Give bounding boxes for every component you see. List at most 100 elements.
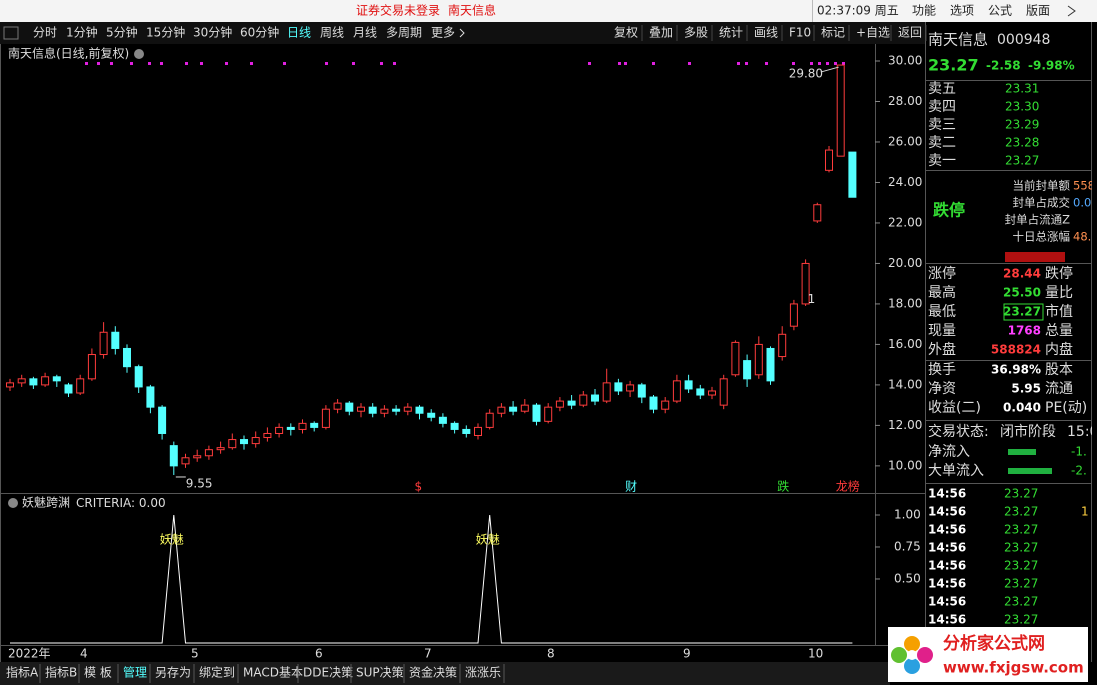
more-arrow (459, 28, 465, 38)
quote-panel: 南天信息 000948 23.27 -2.58 -9.98% 卖五 23.31 卖四 23.30… (928, 31, 1092, 627)
candle-body (825, 149, 833, 171)
candle-body (743, 360, 752, 380)
tool-button[interactable]: 画线 (754, 26, 778, 40)
stat-label: 市值 (1045, 303, 1073, 320)
candle-body (567, 400, 576, 406)
tab[interactable]: 模 板 (84, 666, 112, 680)
y-tick-label: 16.00 (888, 337, 922, 351)
candle-body (626, 384, 635, 392)
candle-body (345, 402, 354, 412)
indicator-title: 妖魅跨渊 (22, 495, 70, 510)
tab[interactable]: 绑定到 (199, 665, 235, 680)
tab-bar (0, 662, 890, 685)
tab[interactable]: 指标B (45, 665, 77, 680)
y-tick-label: 10.00 (888, 458, 922, 472)
candle-body (497, 406, 506, 414)
signal-dot (765, 62, 768, 65)
tool-button[interactable]: 标记 (821, 26, 845, 40)
flow-label: 净流入 (928, 444, 970, 460)
tool-button[interactable]: +自选 (856, 26, 890, 40)
tool-button[interactable]: 统计 (719, 26, 743, 40)
flow-bar (1008, 468, 1052, 474)
last-price: 23.27 (928, 56, 979, 75)
expand-button[interactable] (1005, 252, 1065, 262)
signal-dot (352, 62, 355, 65)
stat-label: 股本 (1045, 362, 1073, 378)
toolbar (0, 22, 925, 44)
signal-dot (160, 62, 163, 65)
logo-url: www.fxjgsw.com (943, 659, 1084, 677)
y-tick-label: 20.00 (888, 256, 922, 270)
period-button[interactable]: 1分钟 (66, 25, 98, 40)
flow-label: 大单流入 (928, 463, 984, 479)
candle-body (754, 343, 763, 376)
signal-dot (737, 62, 740, 65)
limit-state: 跌停 (933, 201, 965, 220)
period-button[interactable]: 60分钟 (240, 25, 279, 40)
period-button[interactable]: 5分钟 (106, 25, 138, 40)
y-tick-label: 12.00 (888, 418, 922, 432)
candle-body (789, 303, 798, 327)
period-button[interactable]: 15分钟 (146, 25, 185, 40)
y-tick-label: 0.75 (894, 539, 921, 553)
annotation: 1 (808, 292, 816, 306)
stat-value: 588824 (991, 343, 1041, 357)
stat-label: PE(动) (1045, 400, 1087, 416)
tab[interactable]: SUP决策 (356, 666, 404, 680)
period-button[interactable]: 多周期 (386, 26, 422, 40)
tool-button[interactable]: 返回 (898, 26, 922, 40)
signal-dot (810, 62, 813, 65)
candle-body (438, 416, 447, 424)
tick-volume: 1 (1081, 505, 1089, 519)
signal-dot (618, 62, 621, 65)
candle-body (204, 449, 213, 457)
tab[interactable]: 资金决策 (409, 665, 457, 680)
tab[interactable]: 管理 (123, 665, 147, 680)
period-button[interactable]: 周线 (320, 26, 344, 40)
stat-label: 涨停 (928, 265, 956, 282)
tool-button[interactable]: F10 (789, 26, 811, 40)
y-tick-label: 18.00 (888, 296, 922, 310)
period-button[interactable]: 分时 (33, 26, 57, 40)
tab[interactable]: 另存为 (155, 666, 191, 680)
title-icon[interactable] (134, 49, 144, 59)
candle-body (251, 437, 260, 445)
period-button[interactable]: 日线 (287, 26, 311, 40)
stat-label: 现量 (928, 323, 956, 339)
panel-icon[interactable] (3, 26, 19, 40)
candle-body (158, 406, 167, 434)
tab[interactable]: MACD基本 (243, 666, 303, 680)
change-pct: -9.98% (1028, 59, 1075, 73)
candle-body (801, 262, 810, 305)
legend-value: 0.00 (139, 496, 166, 510)
candle-body (392, 408, 401, 412)
spike-label: 妖魅 (476, 532, 500, 547)
tab[interactable]: 指标A (6, 665, 39, 680)
stat-label: 最低 (928, 304, 956, 320)
candle-body (520, 404, 529, 412)
candle-body (76, 378, 85, 394)
legend-name: CRITERIA (76, 496, 132, 510)
candle-body (719, 378, 728, 406)
tab[interactable]: 涨涨乐 (465, 665, 501, 680)
x-axis-label: 8 (547, 647, 555, 661)
candle-body (450, 422, 459, 430)
menu-arrow[interactable] (1067, 5, 1076, 17)
tool-button[interactable]: 多股 (684, 26, 708, 40)
candle-body (134, 366, 143, 388)
tab[interactable]: DDE决策 (303, 666, 353, 680)
indicator-icon[interactable] (8, 498, 18, 508)
signal-dot (688, 62, 691, 65)
ask-label: 卖五 (928, 81, 956, 97)
tick-price: 23.27 (1004, 487, 1038, 501)
candle-body (169, 445, 178, 467)
period-button[interactable]: 更多 (431, 26, 455, 40)
period-button[interactable]: 月线 (353, 26, 377, 40)
period-button[interactable]: 30分钟 (193, 25, 232, 40)
tick-time: 14:56 (928, 523, 966, 537)
ask-price: 23.27 (1005, 154, 1039, 168)
tool-button[interactable]: 叠加 (649, 26, 673, 40)
candle-body (579, 394, 588, 406)
tool-button[interactable]: 复权 (614, 26, 638, 40)
signal-dot (225, 62, 228, 65)
